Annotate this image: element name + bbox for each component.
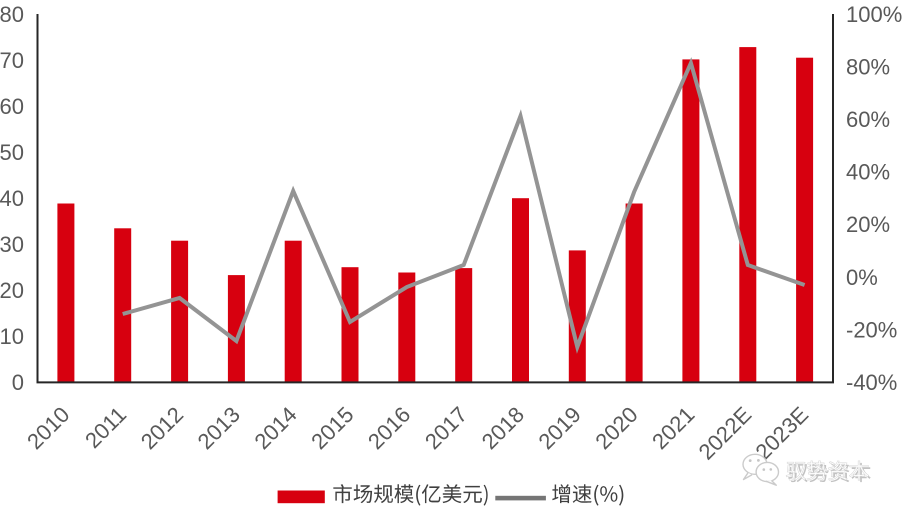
svg-text:-20%: -20% [846, 317, 897, 342]
svg-text:60%: 60% [846, 107, 890, 132]
svg-text:70: 70 [0, 48, 24, 73]
svg-text:40%: 40% [846, 160, 890, 185]
svg-text:20%: 20% [846, 212, 890, 237]
svg-text:50: 50 [0, 140, 24, 165]
svg-text:30: 30 [0, 232, 24, 257]
svg-text:0%: 0% [846, 265, 878, 290]
svg-text:40: 40 [0, 186, 24, 211]
svg-text:10: 10 [0, 324, 24, 349]
svg-text:-40%: -40% [846, 370, 897, 395]
svg-text:20: 20 [0, 278, 24, 303]
svg-text:80%: 80% [846, 55, 890, 80]
svg-text:100%: 100% [846, 2, 902, 27]
svg-text:60: 60 [0, 94, 24, 119]
svg-text:80: 80 [0, 2, 24, 27]
svg-text:0: 0 [12, 370, 24, 395]
